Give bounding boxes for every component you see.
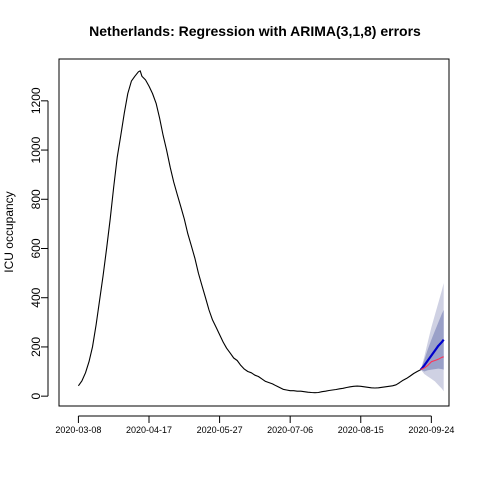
x-tick-label: 2020-08-15	[338, 425, 384, 435]
series-line-observed	[77, 70, 422, 394]
series-line-actual-after	[420, 356, 444, 371]
y-tick-label: 1200	[29, 87, 43, 114]
x-tick-label: 2020-05-27	[197, 425, 243, 435]
y-tick-label: 400	[29, 287, 43, 307]
forecast-band-80	[420, 310, 444, 372]
y-tick-label: 1000	[29, 136, 43, 163]
x-tick-label: 2020-09-24	[408, 425, 454, 435]
y-tick-label: 0	[29, 393, 43, 400]
y-tick-label: 600	[29, 238, 43, 258]
y-tick-label: 200	[29, 337, 43, 357]
y-axis-label: ICU occupancy	[2, 191, 16, 272]
x-tick-label: 2020-04-17	[126, 425, 172, 435]
x-axis: 2020-03-08 2020-04-17 2020-05-27 2020-07-06…	[55, 415, 454, 435]
series-line-forecast-mean	[419, 338, 445, 371]
chart-title: Netherlands: Regression with ARIMA(3,1,8…	[89, 23, 421, 39]
x-tick-label: 2020-07-06	[267, 425, 313, 435]
y-tick-label: 800	[29, 189, 43, 209]
series-lines	[77, 70, 445, 394]
y-axis: 0 200 400 600 800 1000 1200	[29, 87, 49, 400]
x-tick-label: 2020-03-08	[55, 425, 101, 435]
forecast-bands	[420, 283, 444, 392]
plot-frame	[58, 58, 450, 407]
